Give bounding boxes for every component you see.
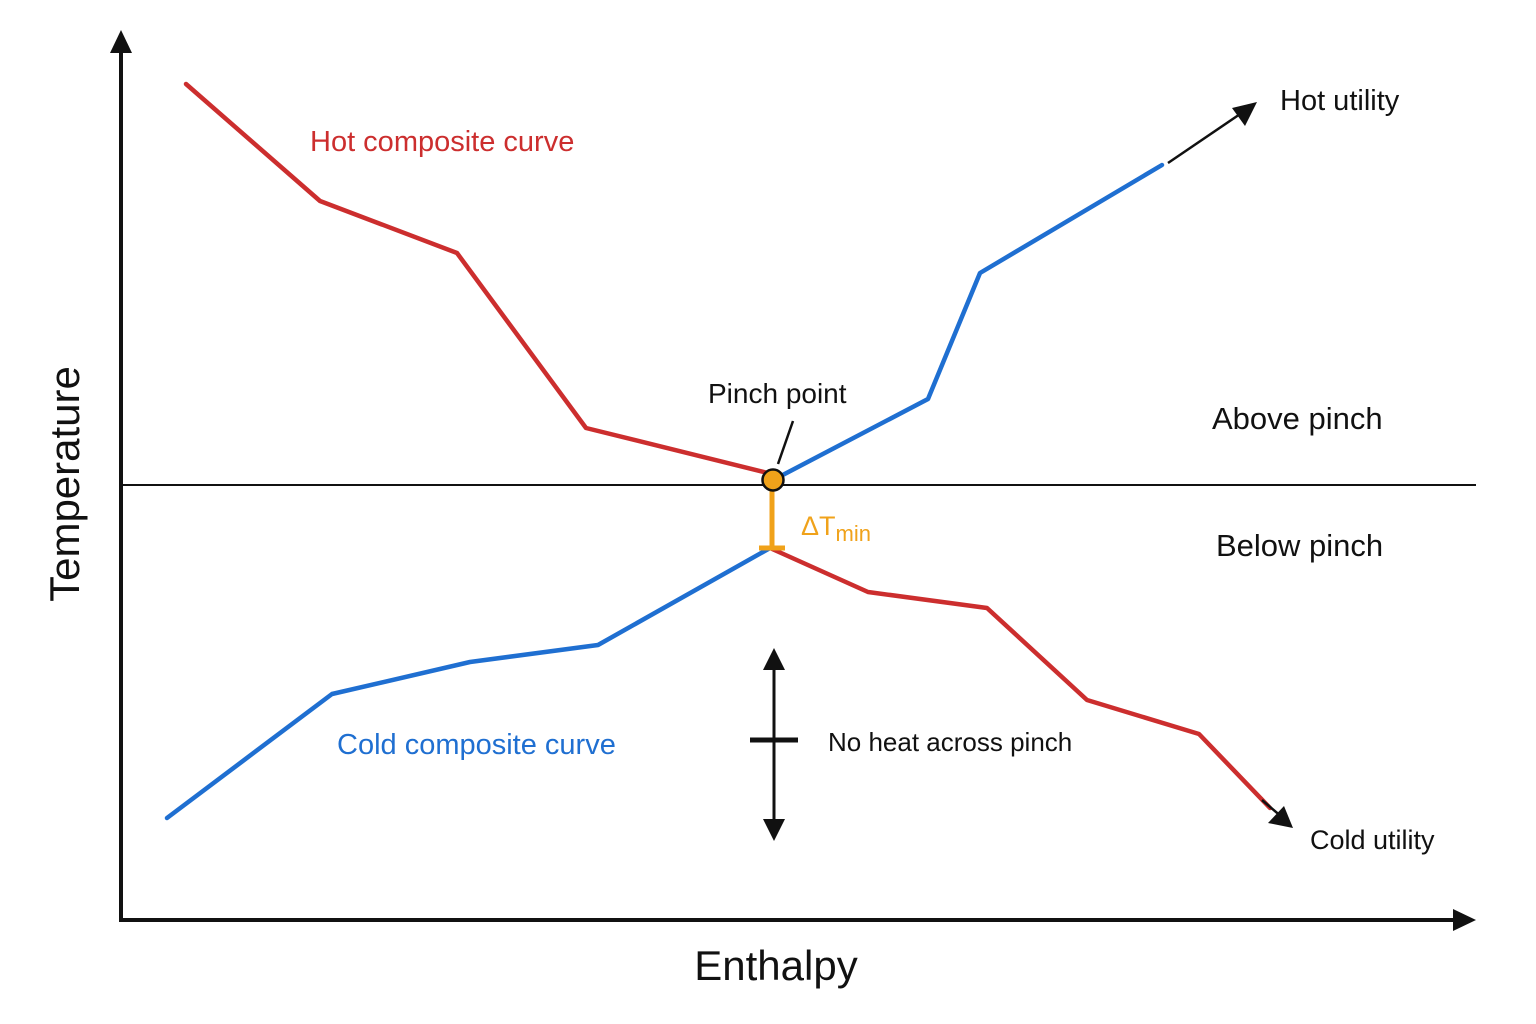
x-axis-arrowhead	[1453, 909, 1476, 931]
hot-curve-label: Hot composite curve	[310, 126, 574, 158]
hot-utility-label: Hot utility	[1280, 85, 1400, 117]
delta-t-label: ΔTmin	[801, 511, 871, 546]
above-pinch-label: Above pinch	[1212, 401, 1383, 436]
hot-curve-upper	[183, 81, 775, 477]
cold-utility-arrowhead	[1268, 806, 1293, 828]
no-heat-label: No heat across pinch	[828, 727, 1072, 757]
pinch-pointer-line	[776, 420, 795, 465]
cold-curve-upper	[774, 162, 1165, 481]
hot-curve-lower	[767, 545, 1273, 811]
cold-curve-lower	[164, 545, 773, 821]
delta-t-symbol: ΔT	[801, 511, 836, 541]
y-axis-arrowhead	[110, 30, 132, 53]
no-heat-arrowhead-up	[763, 648, 785, 670]
no-heat-arrowhead-down	[763, 819, 785, 841]
x-axis-label: Enthalpy	[694, 942, 857, 989]
below-pinch-label: Below pinch	[1216, 528, 1383, 563]
hot-utility-arrow	[1167, 108, 1247, 165]
cold-curve-label: Cold composite curve	[337, 729, 616, 761]
delta-t-subscript: min	[836, 521, 871, 546]
cold-utility-label: Cold utility	[1310, 825, 1435, 855]
pinch-point-marker	[761, 468, 785, 492]
pinch-point-label: Pinch point	[708, 378, 847, 409]
y-axis-label: Temperature	[41, 366, 88, 602]
hot-utility-arrowhead	[1232, 102, 1257, 126]
